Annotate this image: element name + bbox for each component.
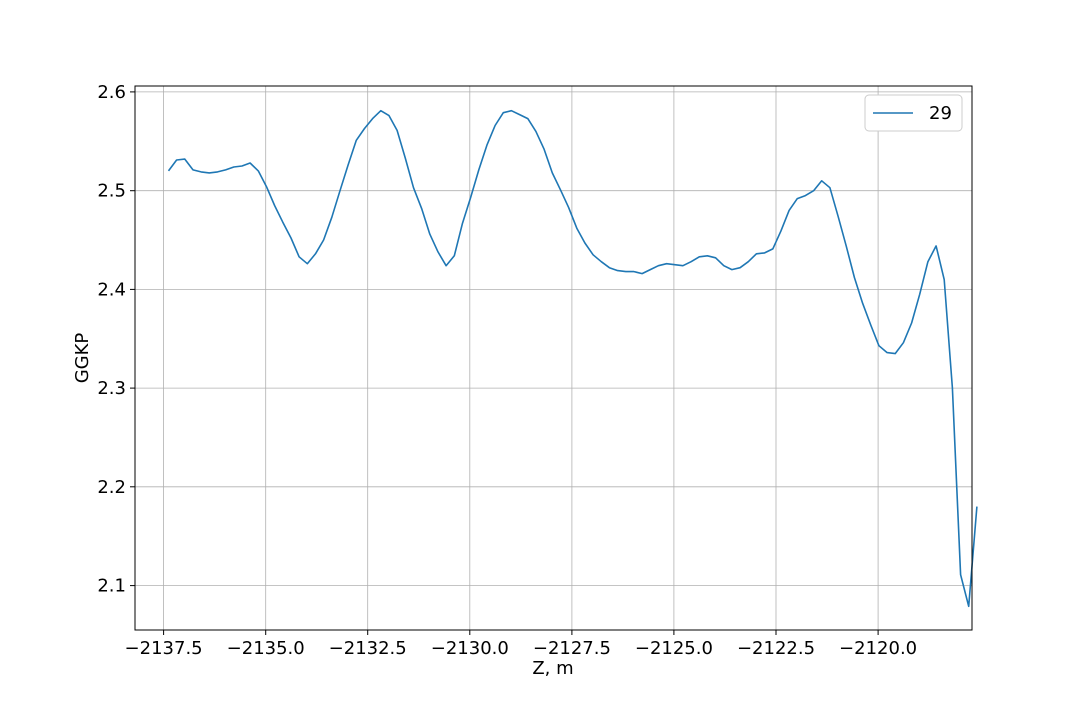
y-tick-label: 2.5 <box>97 181 126 202</box>
x-tick-label: −2135.0 <box>227 638 305 659</box>
legend: 29 <box>864 94 963 132</box>
x-tick-label: −2137.5 <box>125 638 203 659</box>
grid <box>135 86 972 630</box>
x-tick-label: −2127.5 <box>533 638 611 659</box>
legend-box <box>864 94 963 132</box>
y-tick-label: 2.4 <box>97 279 126 300</box>
x-tick-label: −2132.5 <box>329 638 407 659</box>
x-tick-label: −2125.0 <box>635 638 713 659</box>
ticks: −2137.5 −2135.0 −2132.5 −2130.0 −2127.5 −2125… <box>97 82 917 659</box>
x-tick-label: −2130.0 <box>431 638 509 659</box>
y-tick-label: 2.3 <box>97 378 126 399</box>
x-tick-label: −2122.5 <box>737 638 815 659</box>
y-tick-label: 2.6 <box>97 82 126 103</box>
legend-label-29: 29 <box>929 103 952 124</box>
data-series-layer <box>167 109 978 608</box>
y-tick-label: 2.2 <box>97 477 126 498</box>
x-tick-label: −2120.0 <box>839 638 917 659</box>
x-axis-label: Z, m <box>532 658 573 679</box>
series-line-29 <box>167 109 978 608</box>
y-tick-label: 2.1 <box>97 576 126 597</box>
y-axis-label: GGKP <box>72 333 93 384</box>
axes-frame <box>134 85 973 631</box>
